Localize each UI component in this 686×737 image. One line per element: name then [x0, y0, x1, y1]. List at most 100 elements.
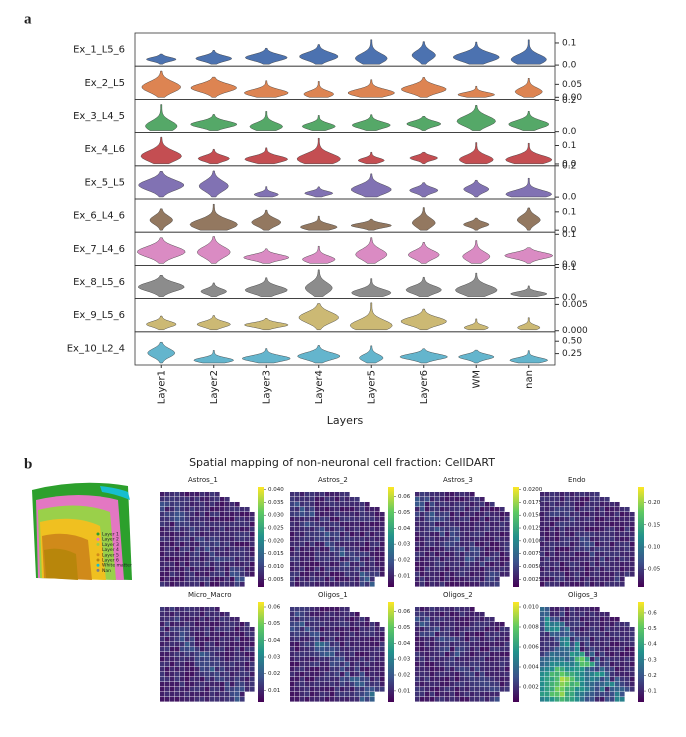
map-spot: [170, 607, 175, 612]
map-spot: [605, 502, 610, 507]
map-spot: [585, 612, 590, 617]
map-spot: [180, 617, 185, 622]
map-spot: [360, 562, 365, 567]
map-spot: [295, 557, 300, 562]
map-spot: [170, 652, 175, 657]
map-spot: [355, 657, 360, 662]
map-spot: [475, 517, 480, 522]
map-spot: [365, 627, 370, 632]
map-spot: [580, 532, 585, 537]
violin: [411, 41, 436, 65]
map-spot: [580, 497, 585, 502]
map-spot: [425, 697, 430, 702]
map-spot: [230, 617, 235, 622]
colorbar-tick-label: 0.3: [648, 657, 657, 663]
map-spot: [230, 682, 235, 687]
map-spot: [545, 542, 550, 547]
map-spot: [185, 687, 190, 692]
map-spot: [610, 637, 615, 642]
map-spot: [450, 672, 455, 677]
map-spot: [250, 572, 255, 577]
map-spot: [200, 622, 205, 627]
map-spot: [250, 662, 255, 667]
map-spot: [335, 637, 340, 642]
map-spot: [450, 497, 455, 502]
map-spot: [615, 657, 620, 662]
map-spot: [230, 537, 235, 542]
map-spot: [490, 667, 495, 672]
map-spot: [160, 607, 165, 612]
map-spot: [235, 622, 240, 627]
map-spot: [630, 632, 635, 637]
map-spot: [310, 572, 315, 577]
map-spot: [195, 567, 200, 572]
map-spot: [325, 567, 330, 572]
map-spot: [330, 507, 335, 512]
map-spot: [545, 567, 550, 572]
y-tick-label: 0.25: [562, 349, 582, 359]
map-spot: [585, 577, 590, 582]
violin: [508, 111, 549, 131]
violin: [138, 275, 185, 297]
map-spot: [310, 667, 315, 672]
map-spot: [220, 542, 225, 547]
map-spot: [595, 532, 600, 537]
map-spot: [370, 517, 375, 522]
map-spot: [490, 557, 495, 562]
map-spot: [330, 577, 335, 582]
map-spot: [295, 627, 300, 632]
map-spot: [550, 677, 555, 682]
map-spot: [335, 552, 340, 557]
map-spot: [350, 562, 355, 567]
map-spot: [460, 537, 465, 542]
colorbar-tick-label: 0.015: [268, 551, 284, 557]
map-spot: [235, 687, 240, 692]
map-spot: [550, 547, 555, 552]
map-spot: [440, 667, 445, 672]
map-spot: [315, 692, 320, 697]
map-spot: [570, 532, 575, 537]
map-spot: [370, 562, 375, 567]
map-spot: [325, 552, 330, 557]
map-spot: [485, 502, 490, 507]
map-spot: [555, 642, 560, 647]
map-spot: [335, 522, 340, 527]
map-spot: [295, 552, 300, 557]
map-spot: [180, 522, 185, 527]
map-spot: [235, 692, 240, 697]
map-spot: [475, 542, 480, 547]
violin: [297, 345, 341, 364]
map-spot: [300, 582, 305, 587]
map-spot: [420, 632, 425, 637]
map-spot: [300, 622, 305, 627]
map-spot: [585, 657, 590, 662]
map-spot: [300, 522, 305, 527]
map-spot: [310, 557, 315, 562]
map-spot: [325, 617, 330, 622]
map-spot: [555, 557, 560, 562]
map-spot: [200, 652, 205, 657]
map-spot: [465, 682, 470, 687]
map-spot: [180, 497, 185, 502]
map-spot: [300, 617, 305, 622]
map-spot: [490, 552, 495, 557]
map-spot: [475, 657, 480, 662]
map-spot: [435, 497, 440, 502]
map-spot: [470, 562, 475, 567]
map-spot: [580, 562, 585, 567]
map-spot: [465, 522, 470, 527]
map-spot: [610, 547, 615, 552]
map-spot: [620, 657, 625, 662]
map-spot: [170, 537, 175, 542]
map-spot: [355, 632, 360, 637]
map-spot: [605, 507, 610, 512]
map-spot: [540, 677, 545, 682]
map-spot: [480, 562, 485, 567]
map-spot: [310, 522, 315, 527]
map-spot: [235, 517, 240, 522]
map-spot: [170, 662, 175, 667]
violin: [253, 186, 279, 198]
map-spot: [295, 662, 300, 667]
map-spot: [490, 572, 495, 577]
map-spot: [610, 642, 615, 647]
